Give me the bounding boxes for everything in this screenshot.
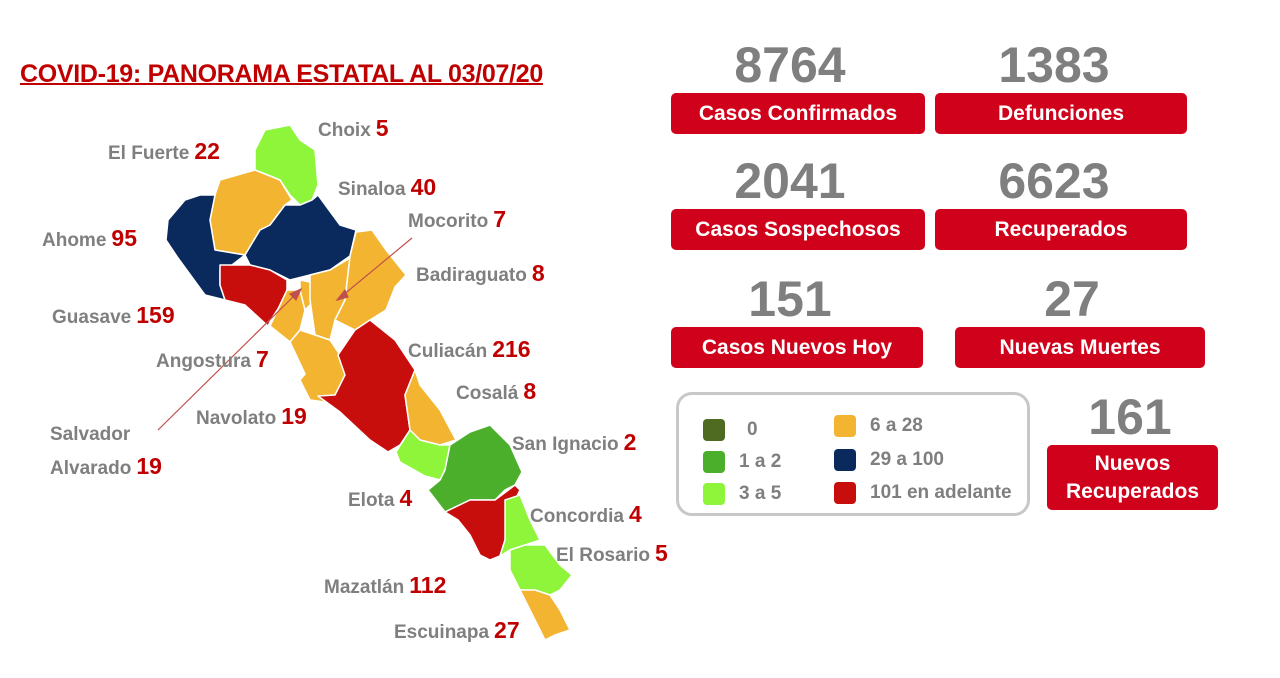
legend-swatch bbox=[834, 449, 856, 471]
legend-item: 29 a 100 bbox=[834, 449, 944, 471]
label-el-rosario: El Rosario 5 bbox=[556, 540, 668, 566]
label-elota: Elota 4 bbox=[348, 485, 413, 511]
legend-item: 101 en adelante bbox=[834, 482, 1012, 504]
legend-swatch bbox=[703, 419, 725, 441]
confirmed-value: 8764 bbox=[734, 37, 846, 93]
salvador-arrowhead-icon bbox=[288, 287, 303, 302]
deaths-label: Defunciones bbox=[935, 93, 1187, 134]
mocorito-pointer-line bbox=[341, 237, 413, 297]
confirmed-label: Casos Confirmados bbox=[671, 93, 925, 134]
legend-swatch bbox=[834, 482, 856, 504]
legend-item: 3 a 5 bbox=[703, 483, 781, 505]
label-escuinapa: Escuinapa 27 bbox=[394, 617, 520, 643]
new-deaths-label: Nuevas Muertes bbox=[955, 327, 1205, 368]
label-guasave: Guasave 159 bbox=[52, 302, 175, 328]
legend-swatch bbox=[703, 483, 725, 505]
legend-swatch bbox=[703, 451, 725, 473]
label-cosala: Cosalá 8 bbox=[456, 378, 537, 404]
deaths-value: 1383 bbox=[998, 37, 1110, 93]
new-cases-label: Casos Nuevos Hoy bbox=[671, 327, 923, 368]
label-mocorito: Mocorito 7 bbox=[408, 206, 507, 232]
label-san-ignacio: San Ignacio 2 bbox=[512, 429, 637, 455]
legend: 0 1 a 2 3 a 5 6 a 28 29 a 100 101 en ade… bbox=[676, 392, 1030, 516]
suspected-value: 2041 bbox=[734, 153, 846, 209]
label-navolato: Navolato 19 bbox=[196, 403, 307, 429]
label-culiacan: Culiacán 216 bbox=[408, 336, 531, 362]
salvador-pointer-line bbox=[157, 293, 297, 431]
legend-item: 1 a 2 bbox=[703, 451, 781, 473]
page-title: COVID-19: PANORAMA ESTATAL AL 03/07/20 bbox=[20, 60, 543, 88]
label-badiraguato: Badiraguato 8 bbox=[416, 260, 545, 286]
new-recovered-label: Nuevos Recuperados bbox=[1047, 445, 1218, 510]
label-el-fuerte: El Fuerte 22 bbox=[108, 138, 220, 164]
label-salvador-line1: Salvador bbox=[50, 424, 131, 445]
legend-swatch bbox=[834, 415, 856, 437]
region-badiraguato[interactable] bbox=[334, 229, 407, 331]
new-cases-value: 151 bbox=[748, 271, 832, 327]
suspected-label: Casos Sospechosos bbox=[671, 209, 925, 250]
label-ahome: Ahome 95 bbox=[42, 225, 137, 251]
legend-item: 6 a 28 bbox=[834, 415, 923, 437]
mocorito-arrowhead-icon bbox=[335, 288, 349, 302]
label-angostura: Angostura 7 bbox=[156, 346, 269, 372]
recovered-value: 6623 bbox=[998, 153, 1110, 209]
label-choix: Choix 5 bbox=[318, 115, 389, 141]
legend-item: 0 bbox=[703, 419, 758, 441]
label-salvador-alvarado: Alvarado 19 bbox=[50, 453, 162, 479]
label-sinaloa: Sinaloa 40 bbox=[338, 174, 437, 200]
region-sinaloa[interactable] bbox=[244, 194, 357, 281]
region-san-ignacio[interactable] bbox=[427, 424, 523, 513]
label-mazatlan: Mazatlán 112 bbox=[324, 572, 447, 598]
region-escuinapa[interactable] bbox=[519, 589, 571, 641]
sinaloa-map bbox=[157, 124, 573, 641]
region-el-rosario[interactable] bbox=[509, 544, 573, 596]
label-concordia: Concordia 4 bbox=[530, 501, 642, 527]
recovered-label: Recuperados bbox=[935, 209, 1187, 250]
new-recovered-value: 161 bbox=[1088, 389, 1172, 445]
new-deaths-value: 27 bbox=[1044, 271, 1100, 327]
